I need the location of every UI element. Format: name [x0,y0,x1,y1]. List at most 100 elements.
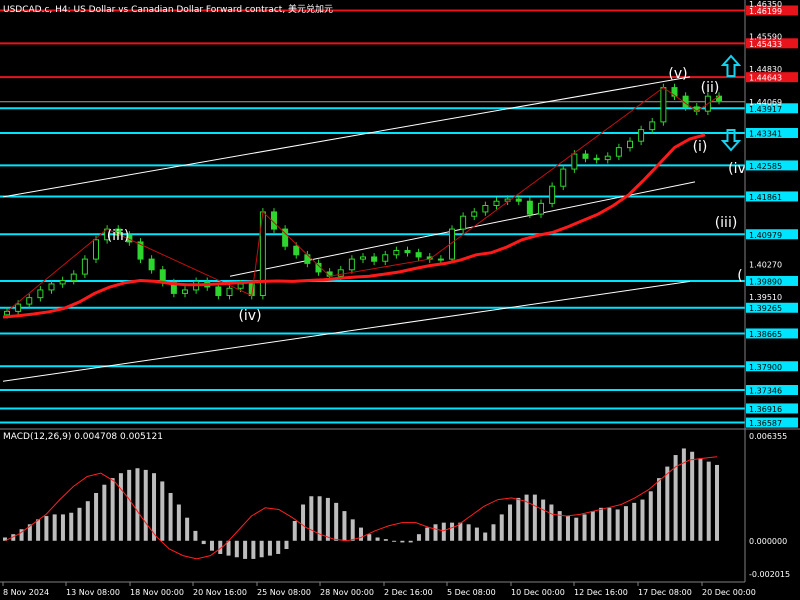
level-tag-14 [746,417,798,428]
price-panel: (iii) (iv) (v) (i) (ii) (iii) (iv ( [0,9,746,424]
macd-bar-64 [532,494,537,541]
macd-bar-40 [334,502,339,541]
wave-label-0: (iii) [107,228,130,244]
macd-bar-32 [267,540,272,556]
candle-body-3 [37,289,44,299]
macd-bar-44 [367,534,372,541]
macd-bar-80 [665,466,670,541]
candle-body-57 [638,129,645,142]
wave-label-2: (v) [668,66,687,82]
macd-bar-75 [623,506,628,541]
candle-body-33 [371,256,378,262]
macd-bar-83 [690,451,695,541]
macd-bar-20 [168,492,173,541]
macd-title: MACD(12,26,9) 0.004708 0.005121 [3,432,163,442]
wave-zigzag [6,86,720,312]
macd-bar-69 [574,517,579,541]
macd-bar-0 [3,537,7,541]
macd-tick-label-0: 0.006355 [749,432,787,441]
price-tick-label-2: 1.44830 [749,65,782,74]
macd-bar-54 [450,522,455,541]
macd-bar-12 [102,484,107,541]
macd-tick-label-2: -0.002015 [749,570,790,579]
level-tag-7 [746,229,798,240]
level-tag-1 [746,38,798,49]
candle-body-50 [560,168,567,187]
candle-body-7 [81,258,88,275]
candle-body-0 [4,310,10,316]
macd-bar-10 [85,501,90,541]
macd-bar-70 [582,514,587,541]
macd-bar-1 [11,534,16,541]
macd-bar-43 [359,527,363,541]
macd-bar-45 [375,537,380,541]
candle-body-25 [282,228,289,247]
macd-bar-72 [599,507,604,541]
wave-label-7: ( [737,268,742,284]
level-label-6: 1.41861 [749,193,782,202]
wave-label-4: (ii) [701,80,720,96]
level-tag-4 [746,128,798,139]
time-tick-label-2: 18 Nov 00:00 [130,588,184,597]
macd-bar-82 [681,448,686,541]
level-label-9: 1.39265 [749,304,782,313]
time-tick-label-6: 2 Dec 16:00 [384,588,433,597]
candle-body-6 [70,273,77,282]
macd-bar-5 [44,516,49,541]
macd-bar-42 [350,519,355,541]
candle-body-13 [148,258,155,271]
time-tick-label-9: 12 Dec 16:00 [574,588,628,597]
candle-body-4 [48,283,55,291]
candle-body-20 [226,287,233,297]
candle-body-39 [437,258,444,261]
macd-bar-74 [615,509,620,541]
time-tick-label-7: 5 Dec 08:00 [447,588,496,597]
level-tag-6 [746,191,798,202]
level-tag-0 [746,5,798,16]
macd-bar-78 [648,491,653,541]
macd-bar-4 [36,519,41,541]
candle-body-47 [526,200,533,215]
macd-bar-79 [657,478,662,541]
macd-bar-67 [557,511,562,541]
candle-body-58 [649,121,656,131]
macd-bar-22 [185,517,190,541]
macd-bar-58 [483,532,488,541]
arrow-up-icon [720,54,742,77]
macd-signal-line [4,456,718,560]
time-tick-label-0: 8 Nov 2024 [3,588,49,597]
macd-bar-55 [458,522,463,541]
level-label-8: 1.39890 [749,277,782,286]
candle-body-26 [293,245,300,256]
wave-label-5: (iii) [715,215,738,231]
price-tick-label-0: 1.46350 [749,0,782,9]
macd-bar-27 [226,540,231,556]
level-label-12: 1.37346 [749,387,782,396]
macd-bar-16 [135,468,140,541]
macd-bar-33 [276,540,281,554]
macd-bar-65 [541,499,546,541]
macd-bar-76 [632,502,637,541]
macd-bar-71 [590,511,595,541]
level-tag-13 [746,403,798,414]
price-tick-label-3: 1.44069 [749,98,782,107]
macd-bar-18 [152,473,157,541]
macd-bar-84 [698,458,703,541]
macd-bar-24 [201,540,206,545]
candle-body-48 [538,202,544,215]
wave-label-6: (iv [728,161,746,177]
candle-body-1 [15,303,22,312]
macd-bar-11 [94,492,99,541]
macd-bar-48 [400,540,405,543]
macd-bar-8 [69,512,74,541]
candle-body-41 [460,215,467,230]
level-tag-3 [746,103,798,114]
time-tick-label-4: 25 Nov 08:00 [257,588,311,597]
level-label-0: 1.46199 [749,7,782,16]
wave-label-1: (iv) [238,308,261,324]
candle-body-46 [515,198,522,202]
candle-body-21 [237,283,244,289]
macd-bar-57 [474,527,479,541]
candle-body-52 [582,153,589,159]
